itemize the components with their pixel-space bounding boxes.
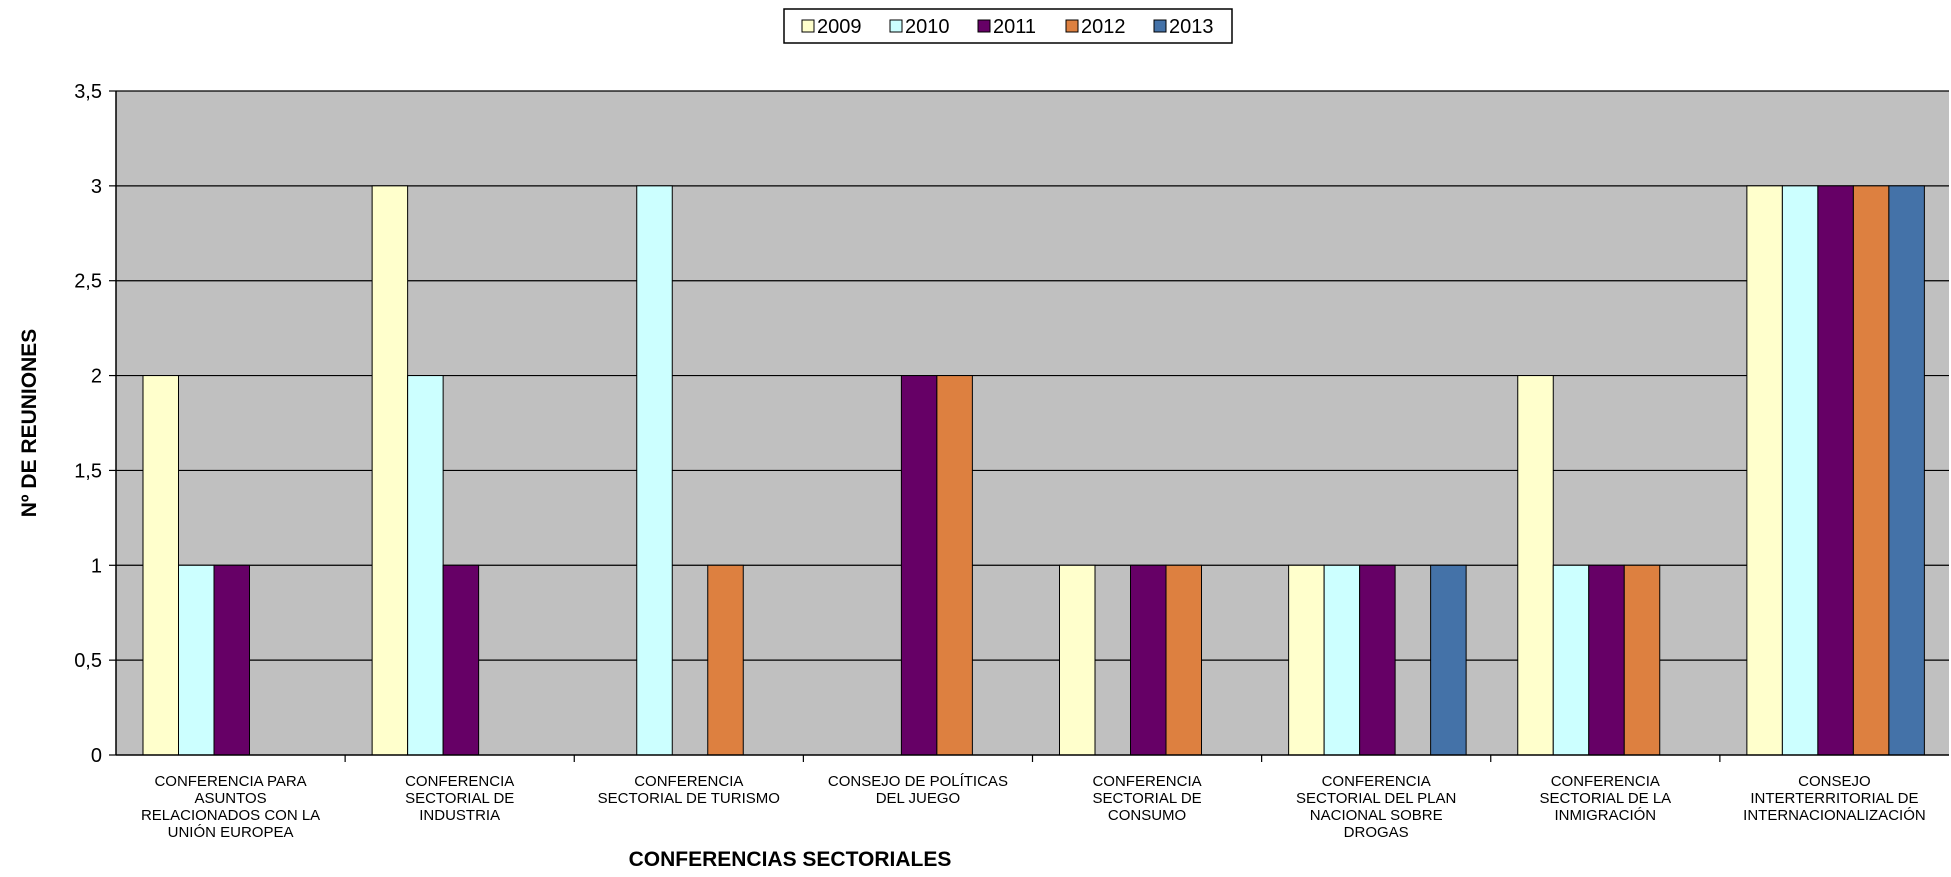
bar-2010-1 — [178, 564, 215, 756]
bar-2011-2 — [442, 564, 480, 756]
y-tick-label: 0,5 — [74, 650, 102, 672]
bar-2010-8 — [1781, 185, 1819, 756]
bar-2010-7 — [1552, 564, 1590, 756]
bar-2012-4 — [936, 375, 973, 756]
bar-2011-6 — [1359, 564, 1396, 756]
x-category-label: CONFERENCIA SECTORIAL DE INDUSTRIA — [405, 773, 514, 824]
y-axis-title: Nº DE REUNIONES — [18, 329, 41, 518]
bar-2011-8 — [1817, 185, 1854, 756]
bar-2009-6 — [1288, 564, 1325, 756]
bar-2011-5 — [1130, 564, 1167, 756]
x-category-label: CONFERENCIA SECTORIAL DE TURISMO — [598, 773, 780, 807]
bar-2010-2 — [407, 375, 444, 756]
axes — [109, 90, 1949, 762]
x-category-label: CONFERENCIA SECTORIAL DEL PLAN NACIONAL SO… — [1296, 773, 1456, 841]
legend-swatch-2009 — [801, 19, 815, 33]
y-tick-label: 0 — [91, 745, 102, 767]
y-tick-label: 2,5 — [74, 271, 102, 293]
bar-2013-8 — [1888, 185, 1925, 756]
x-category-label: CONSEJO DE POLÍTICAS DEL JUEGO — [828, 773, 1008, 807]
x-axis-title: CONFERENCIAS SECTORIALES — [629, 848, 952, 871]
bar-2010-3 — [636, 185, 673, 756]
y-tick-label: 3 — [91, 176, 102, 198]
x-category-label: CONSEJO INTERTERRITORIAL DE INTERNACIONALI… — [1743, 773, 1926, 824]
y-tick-label: 3,5 — [74, 81, 102, 103]
x-category-label: CONFERENCIA PARA ASUNTOS RELACIONADOS CON … — [141, 773, 320, 841]
bar-2011-1 — [213, 564, 250, 756]
legend-label-2011: 2011 — [993, 16, 1036, 38]
legend-label-2009: 2009 — [817, 16, 862, 38]
bar-2013-6 — [1430, 564, 1467, 756]
y-tick-label: 2 — [91, 366, 102, 388]
legend-swatch-2013 — [1153, 19, 1167, 33]
bar-2012-3 — [707, 564, 744, 756]
bar-2009-5 — [1059, 564, 1096, 756]
bar-2012-5 — [1165, 564, 1202, 756]
legend-label-2013: 2013 — [1169, 16, 1214, 38]
bars — [142, 185, 1925, 756]
legend-label-2012: 2012 — [1081, 16, 1126, 38]
bar-2009-8 — [1746, 185, 1783, 756]
legend-swatch-2011 — [977, 19, 991, 33]
bar-2012-7 — [1623, 564, 1661, 756]
bar-2010-6 — [1323, 564, 1361, 756]
y-tick-label: 1 — [91, 555, 102, 577]
y-tick-label: 1,5 — [74, 460, 102, 482]
y-tick-labels: 0 0,5 1 1,5 2 2,5 3 3,5 — [74, 81, 102, 767]
legend-label-2010: 2010 — [905, 16, 950, 38]
bar-2011-4 — [900, 375, 938, 756]
x-category-label: CONFERENCIA SECTORIAL DE CONSUMO — [1092, 773, 1201, 824]
bar-2009-2 — [371, 185, 409, 756]
bar-2009-7 — [1517, 375, 1554, 756]
legend-swatch-2012 — [1065, 19, 1079, 33]
bar-2011-7 — [1588, 564, 1625, 756]
legend-swatch-2010 — [889, 19, 903, 33]
bar-2012-8 — [1852, 185, 1890, 756]
legend: 2009 2010 2011 2012 2013 — [783, 8, 1233, 44]
bar-2009-1 — [142, 375, 179, 756]
x-category-labels: CONFERENCIA PARA ASUNTOS RELACIONADOS CON … — [141, 773, 1926, 841]
x-category-label: CONFERENCIA SECTORIAL DE LA INMIGRACIÓN — [1539, 773, 1671, 824]
